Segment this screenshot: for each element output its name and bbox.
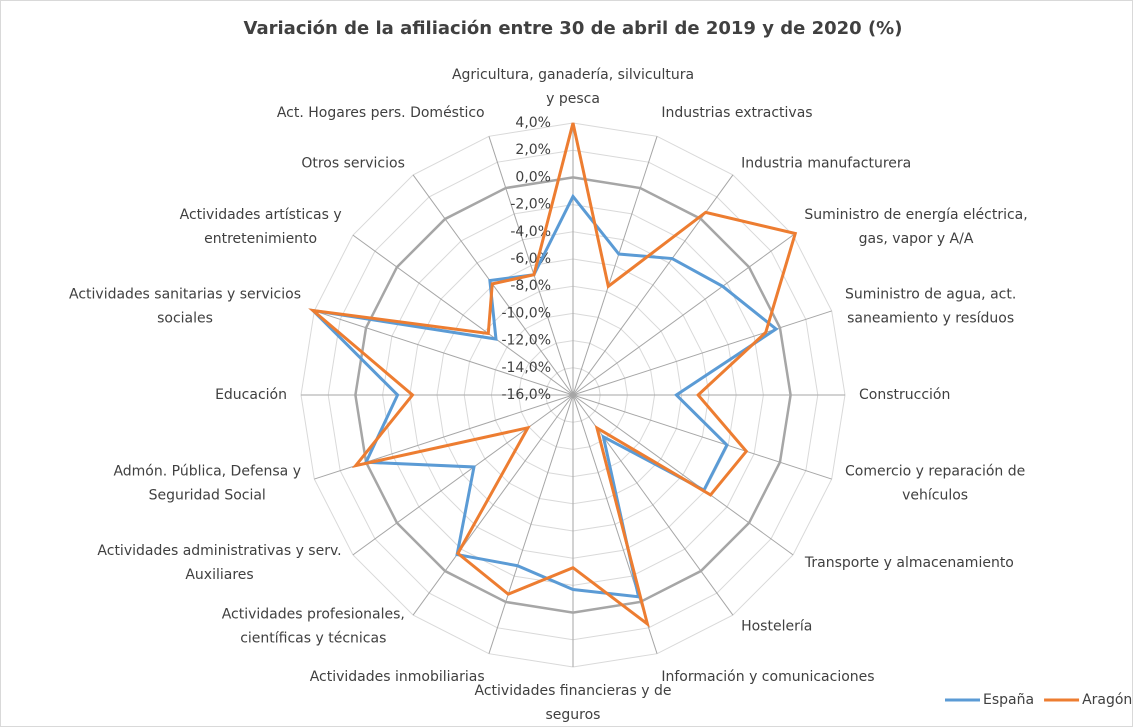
category-label: Actividades artísticas y entretenimiento	[180, 207, 342, 247]
category-label: Actividades financieras y de seguros	[475, 683, 672, 723]
category-label: Comercio y reparación de vehículos	[845, 463, 1025, 503]
legend-label: Aragón	[1082, 692, 1132, 708]
spoke	[572, 394, 832, 480]
spoke	[412, 394, 574, 616]
series-line	[308, 193, 779, 599]
category-label: Educación	[215, 387, 287, 403]
r-tick-label: -4,0%	[510, 224, 551, 240]
spoke	[352, 394, 574, 556]
category-label: Construcción	[859, 387, 950, 403]
category-label: Industria manufacturera	[741, 156, 911, 172]
category-label: Agricultura, ganadería, silvicultura y pe…	[452, 67, 694, 107]
r-tick-label: 0,0%	[515, 169, 551, 185]
category-label: Información y comunicaciones	[661, 669, 874, 685]
r-tick-label: -8,0%	[510, 278, 551, 294]
category-label: Actividades profesionales, científicas y …	[222, 606, 405, 646]
category-label: Act. Hogares pers. Doméstico	[277, 105, 485, 121]
category-label: Transporte y almacenamiento	[804, 555, 1014, 571]
spoke	[488, 394, 574, 654]
category-label: Actividades inmobiliarias	[310, 669, 485, 685]
spoke	[572, 310, 832, 396]
chart-title: Variación de la afiliación entre 30 de a…	[244, 18, 903, 39]
category-label: Industrias extractivas	[661, 105, 812, 121]
category-label: Actividades administrativas y serv. Auxil…	[97, 543, 341, 583]
r-tick-label: -12,0%	[501, 333, 551, 349]
category-label: Suministro de agua, act. saneamiento y re…	[845, 287, 1016, 327]
spoke	[352, 234, 574, 396]
r-tick-label: -14,0%	[501, 360, 551, 376]
spoke	[572, 394, 794, 556]
legend-label: España	[983, 692, 1034, 708]
category-label: Suministro de energía eléctrica, gas, vap…	[804, 207, 1027, 247]
r-tick-label: 2,0%	[515, 142, 551, 158]
spoke	[572, 136, 658, 396]
category-label: Otros servicios	[301, 156, 405, 172]
spoke	[314, 310, 574, 396]
series-line	[308, 122, 798, 628]
r-tick-label: 4,0%	[515, 115, 551, 131]
spoke	[488, 136, 574, 396]
grid	[300, 122, 846, 668]
category-label: Admón. Pública, Defensa y Seguridad Socia…	[113, 463, 301, 503]
spoke	[572, 234, 794, 396]
r-tick-label: -2,0%	[510, 197, 551, 213]
r-tick-label: -10,0%	[501, 305, 551, 321]
category-label: Hostelería	[741, 618, 812, 634]
r-tick-label: -16,0%	[501, 387, 551, 403]
spoke	[572, 394, 734, 616]
category-label: Actividades sanitarias y servicios social…	[69, 287, 301, 327]
